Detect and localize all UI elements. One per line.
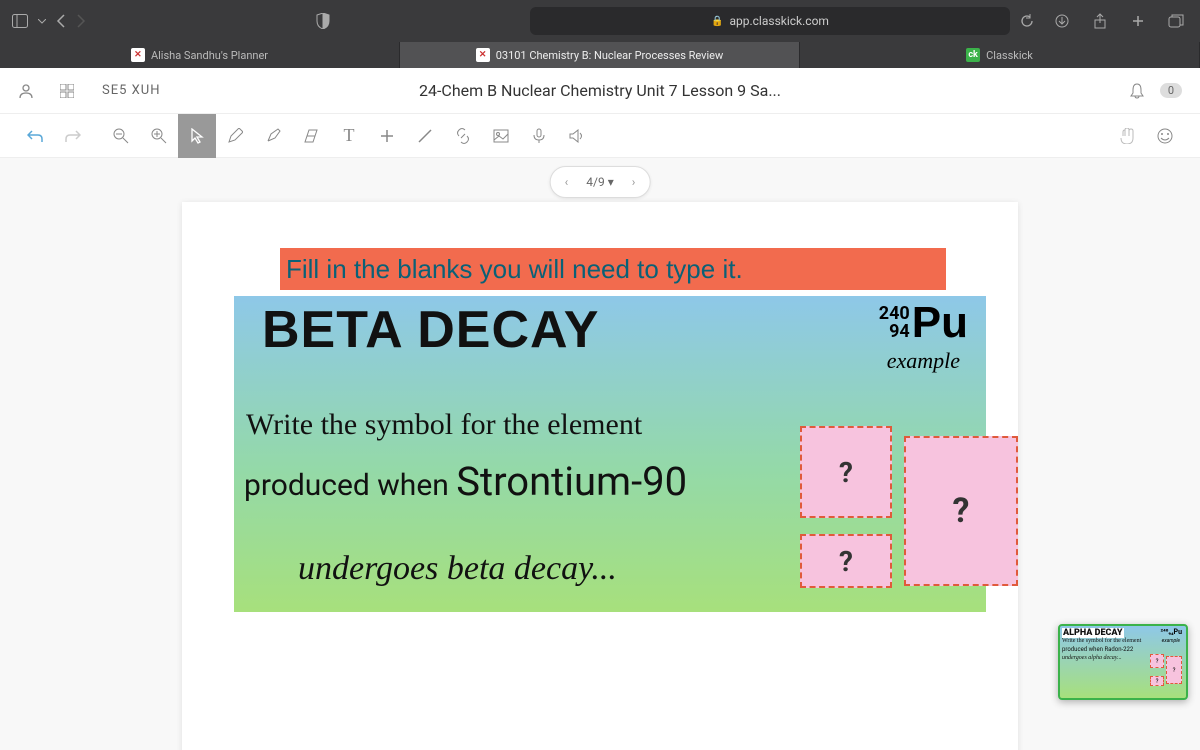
shield-icon[interactable]	[316, 9, 330, 33]
instruction-banner: Fill in the blanks you will need to type…	[280, 248, 946, 290]
next-page-button[interactable]: ›	[632, 175, 636, 189]
grid-icon[interactable]	[60, 84, 80, 98]
lock-icon: 🔒	[711, 16, 723, 27]
page-navigator: ‹ 4/9 ▾ ›	[550, 166, 651, 198]
thumb-title: ALPHA DECAY	[1062, 628, 1124, 638]
pen-tool[interactable]	[216, 114, 254, 158]
tab-bar: ✕ Alisha Sandhu's Planner ✕ 03101 Chemis…	[0, 42, 1200, 68]
link-tool[interactable]	[444, 114, 482, 158]
speaker-tool[interactable]	[558, 114, 596, 158]
image-tool[interactable]	[482, 114, 520, 158]
canvas-area: ‹ 4/9 ▾ › Fill in the blanks you will ne…	[0, 158, 1200, 750]
thumb-blank: ?	[1150, 676, 1164, 686]
tab-label: 03101 Chemistry B: Nuclear Processes Rev…	[496, 49, 724, 62]
tab-chemistry[interactable]: ✕ 03101 Chemistry B: Nuclear Processes R…	[400, 42, 800, 68]
text-tool[interactable]: T	[330, 114, 368, 158]
prompt-line-1: Write the symbol for the element	[246, 408, 642, 442]
notification-badge: 0	[1160, 83, 1182, 98]
slide-content: BETA DECAY 240 94 Pu example Write the s…	[234, 296, 986, 612]
redo-button	[54, 114, 92, 158]
prompt-line-2: produced when Strontium-90	[244, 458, 687, 505]
classkick-icon: ck	[966, 48, 980, 62]
prev-page-button[interactable]: ‹	[565, 175, 569, 189]
page-title: 24-Chem B Nuclear Chemistry Unit 7 Lesso…	[419, 81, 781, 100]
tab-classkick[interactable]: ck Classkick	[800, 42, 1200, 68]
forward-icon	[76, 9, 86, 33]
tab-label: Classkick	[986, 49, 1033, 62]
new-tab-icon[interactable]	[1126, 9, 1150, 33]
tabs-icon[interactable]	[1164, 9, 1188, 33]
thumb-blank: ?	[1150, 654, 1164, 668]
reload-icon[interactable]	[1020, 9, 1034, 33]
class-code: SE5 XUH	[102, 83, 161, 98]
url-text: app.classkick.com	[729, 14, 828, 28]
zoom-out-button[interactable]	[102, 114, 140, 158]
example-label: example	[879, 348, 968, 374]
slide-title: BETA DECAY	[262, 300, 599, 360]
chevron-down-icon[interactable]	[38, 9, 46, 33]
sidebar-toggle-icon[interactable]	[12, 9, 28, 33]
thumb-example: example	[1162, 638, 1180, 644]
highlighter-tool[interactable]	[254, 114, 292, 158]
thumb-line2: produced when Radon-222	[1062, 646, 1184, 655]
answer-blank-1[interactable]: ?	[800, 426, 892, 518]
element-symbol: Pu	[912, 298, 968, 348]
next-slide-thumbnail[interactable]: ALPHA DECAY ²⁴⁰₉₄Pu example Write the sy…	[1058, 624, 1188, 700]
browser-toolbar: 🔒 app.classkick.com	[0, 0, 1200, 42]
back-icon[interactable]	[56, 9, 66, 33]
sticker-tool[interactable]	[1146, 114, 1184, 158]
user-icon[interactable]	[18, 83, 38, 99]
page-indicator[interactable]: 4/9 ▾	[586, 175, 613, 189]
undo-button[interactable]	[16, 114, 54, 158]
classkick-icon: ✕	[476, 48, 490, 62]
download-icon[interactable]	[1050, 9, 1074, 33]
example-nuclide: 240 94 Pu example	[879, 298, 968, 374]
line-tool[interactable]	[406, 114, 444, 158]
prompt-line-3: undergoes beta decay...	[298, 550, 617, 588]
app-header: SE5 XUH 24-Chem B Nuclear Chemistry Unit…	[0, 68, 1200, 114]
add-tool[interactable]	[368, 114, 406, 158]
thumb-blank: ?	[1166, 656, 1182, 684]
pointer-tool[interactable]	[178, 114, 216, 158]
address-bar[interactable]: 🔒 app.classkick.com	[530, 7, 1010, 35]
classkick-icon: ✕	[131, 48, 145, 62]
share-icon[interactable]	[1088, 9, 1112, 33]
tab-label: Alisha Sandhu's Planner	[151, 49, 268, 62]
editor-toolbar: T	[0, 114, 1200, 158]
mic-tool[interactable]	[520, 114, 558, 158]
hand-raise-icon[interactable]	[1108, 114, 1146, 158]
atomic-number: 94	[879, 323, 910, 341]
bell-icon[interactable]	[1130, 83, 1150, 99]
slide[interactable]: Fill in the blanks you will need to type…	[182, 202, 1018, 750]
answer-blank-3[interactable]: ?	[904, 436, 1018, 586]
zoom-in-button[interactable]	[140, 114, 178, 158]
eraser-tool[interactable]	[292, 114, 330, 158]
answer-blank-2[interactable]: ?	[800, 534, 892, 588]
tab-planner[interactable]: ✕ Alisha Sandhu's Planner	[0, 42, 400, 68]
thumb-nuclide: ²⁴⁰₉₄Pu	[1161, 628, 1182, 636]
